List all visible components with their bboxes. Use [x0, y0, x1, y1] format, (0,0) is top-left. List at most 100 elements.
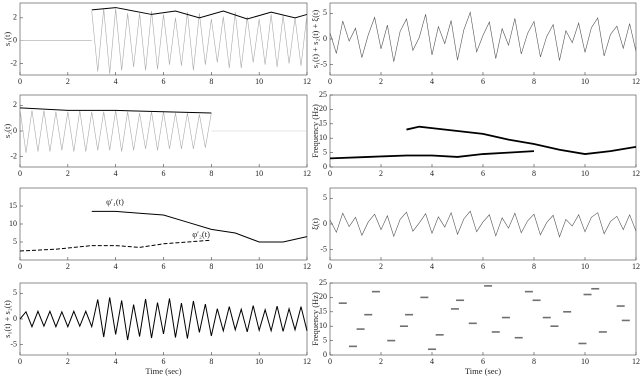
y-tick-label: 15	[319, 307, 327, 316]
x-tick-label: 8	[209, 357, 213, 366]
y-tick-label: 0	[323, 162, 327, 171]
x-tick-label: 12	[632, 169, 640, 178]
x-tick-label: 4	[430, 357, 434, 366]
x-tick-label: 10	[255, 262, 263, 271]
x-tick-label: 0	[18, 77, 22, 86]
x-tick-label: 2	[66, 77, 70, 86]
y-tick-label: 10	[319, 321, 327, 330]
y-tick-label: 5	[13, 237, 17, 246]
x-tick-label: 2	[379, 262, 383, 271]
x-tick-label: 12	[632, 77, 640, 86]
x-tick-label: 12	[303, 357, 311, 366]
x-tick-label: 8	[532, 77, 536, 86]
x-tick-label: 0	[328, 262, 332, 271]
x-tick-label: 2	[379, 77, 383, 86]
y-tick-label: 20	[319, 292, 327, 301]
x-tick-label: 6	[481, 357, 485, 366]
spectrogram-point	[405, 313, 414, 316]
y-tick-label: 20	[319, 104, 327, 113]
x-tick-label: 10	[581, 77, 589, 86]
x-tick-label: 8	[209, 262, 213, 271]
y-tick-label: 15	[319, 119, 327, 128]
x-tick-label: 4	[114, 262, 118, 271]
spectrogram-point	[524, 290, 533, 293]
x-tick-label: 8	[532, 262, 536, 271]
curve-annotation: φ′₂(t)	[192, 229, 210, 239]
x-tick-label: 0	[18, 262, 22, 271]
signal-line	[329, 11, 637, 62]
x-tick-label: 6	[481, 169, 485, 178]
y-tick-label: 0	[13, 126, 17, 135]
x-tick-label: 6	[162, 262, 166, 271]
x-tick-label: 10	[255, 357, 263, 366]
x-tick-label: 0	[328, 77, 332, 86]
signal-line	[91, 8, 308, 74]
x-tick-label: 8	[532, 169, 536, 178]
spectrogram-point	[435, 334, 444, 336]
y-tick-label: 5	[323, 147, 327, 156]
y-axis-label: Frequency (Hz)	[310, 292, 320, 346]
y-tick-label: 10	[319, 133, 327, 142]
y-tick-label: 25	[319, 90, 327, 99]
y-tick-label: -5	[320, 60, 327, 69]
curve-annotation: φ′₁(t)	[106, 196, 124, 206]
y-tick-label: 5	[323, 8, 327, 17]
spectrogram-point	[563, 311, 572, 313]
spectrogram-point	[491, 331, 500, 333]
y-tick-label: -2	[10, 58, 17, 67]
x-tick-label: 10	[255, 169, 263, 178]
y-axis-label: ξ(t)	[310, 218, 320, 230]
spectrogram-point	[583, 293, 592, 296]
y-tick-label: 0	[13, 314, 17, 323]
signal-line	[329, 150, 535, 160]
y-tick-label: 0	[13, 36, 17, 45]
spectrogram-point	[387, 339, 396, 342]
plot-frame	[329, 187, 637, 261]
signal-line	[406, 125, 637, 155]
x-tick-label: 8	[209, 169, 213, 178]
signal-line	[91, 7, 308, 20]
x-tick-label: 12	[303, 169, 311, 178]
spectrogram-point	[598, 331, 607, 333]
spectrogram-point	[399, 325, 408, 327]
y-tick-label: 5	[323, 193, 327, 202]
y-tick-label: 2	[13, 13, 17, 22]
x-tick-label: 8	[532, 357, 536, 366]
x-tick-label: 6	[481, 77, 485, 86]
y-tick-label: -5	[320, 245, 327, 254]
y-axis-label: s₂(t)	[2, 124, 12, 138]
x-tick-label: 10	[581, 357, 589, 366]
x-tick-label: 2	[66, 169, 70, 178]
x-tick-label: 12	[632, 357, 640, 366]
x-axis-label: Time (sec)	[465, 366, 501, 376]
x-axis-label: Time (sec)	[145, 366, 181, 376]
x-tick-label: 0	[18, 357, 22, 366]
y-tick-label: 10	[9, 219, 17, 228]
spectrogram-point	[532, 299, 541, 302]
y-tick-label: 5	[323, 335, 327, 344]
spectrogram-point	[616, 305, 625, 307]
spectrogram-point	[364, 313, 373, 316]
spectrogram-point	[514, 336, 523, 339]
x-tick-label: 6	[162, 77, 166, 86]
x-tick-label: 4	[430, 77, 434, 86]
y-axis-label: Frequency (Hz)	[310, 104, 320, 158]
x-tick-label: 4	[430, 262, 434, 271]
x-tick-label: 0	[328, 357, 332, 366]
spectrogram-point	[591, 287, 600, 290]
y-tick-label: 0	[323, 34, 327, 43]
x-tick-label: 2	[66, 262, 70, 271]
y-axis-label: s₁(t) + s₂(t)	[2, 300, 12, 338]
x-tick-label: 6	[162, 357, 166, 366]
x-tick-label: 4	[114, 357, 118, 366]
x-tick-label: 0	[18, 169, 22, 178]
x-tick-label: 4	[114, 77, 118, 86]
x-tick-label: 10	[255, 77, 263, 86]
x-tick-label: 10	[581, 262, 589, 271]
y-tick-label: 15	[9, 201, 17, 210]
x-tick-label: 8	[209, 77, 213, 86]
signal-line	[329, 210, 637, 238]
y-axis-label: s₁(t)	[2, 32, 12, 46]
x-tick-label: 4	[114, 169, 118, 178]
